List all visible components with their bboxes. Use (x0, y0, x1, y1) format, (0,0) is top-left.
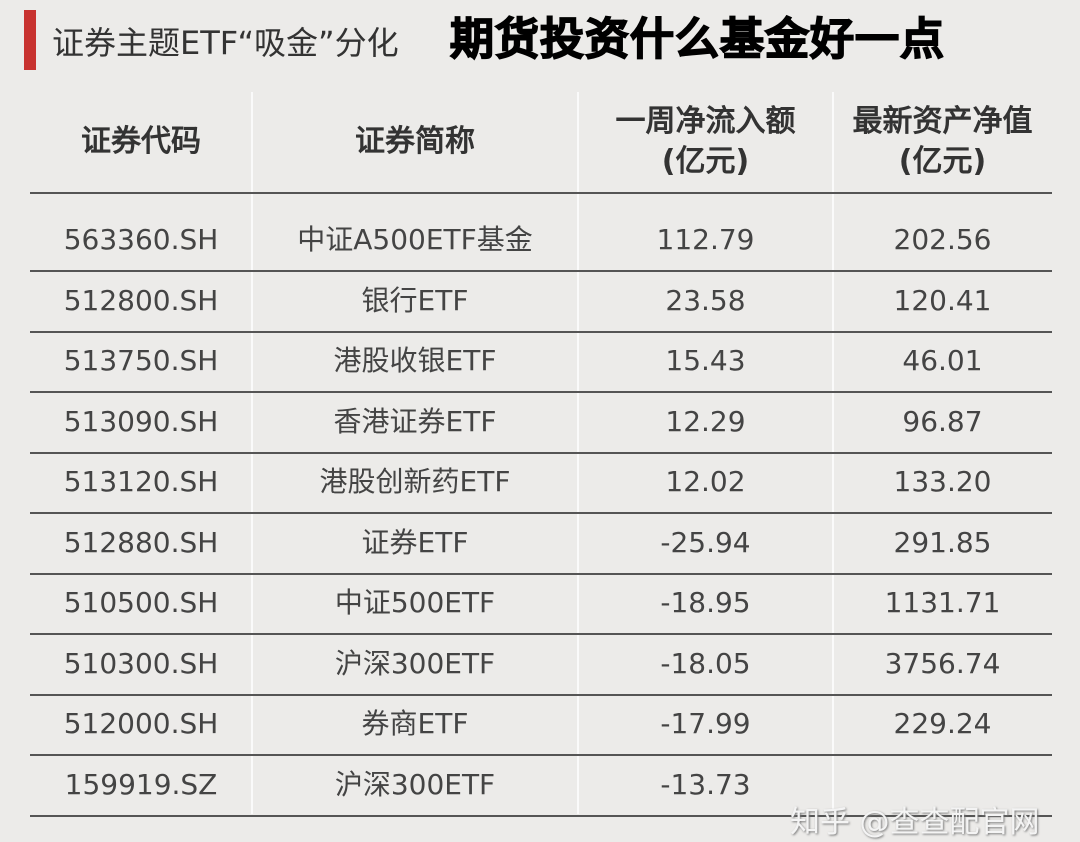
name-cell: 中证A500ETF基金 (297, 223, 533, 256)
name-cell: 沪深300ETF (334, 646, 496, 680)
net-inflow-cell: 12.29 (665, 404, 746, 438)
net-asset-cell: 202.56 (893, 223, 992, 256)
code-cell: 513090.SH (63, 404, 219, 438)
table-row: 513090.SH 香港证券ETF 12.29 96.87 (30, 392, 1052, 454)
name-cell: 港股收银ETF (333, 344, 497, 377)
code-cell: 510500.SH (63, 586, 219, 619)
name-cell: 沪深300ETF (334, 767, 496, 801)
watermark: 知乎 @查查配官网 (790, 805, 1040, 840)
net-inflow-cell: 12.02 (665, 465, 746, 498)
table-row: 513120.SH 港股创新药ETF 12.02 133.20 (30, 452, 1052, 514)
table-row: 510500.SH 中证500ETF -18.95 1131.71 (30, 573, 1052, 635)
net-inflow-cell: 15.43 (665, 344, 746, 377)
column-header: 证券代码 (30, 92, 252, 194)
column-header: 最新资产净值 (亿元) (833, 92, 1052, 194)
column-header: 证券简称 (252, 92, 578, 194)
net-inflow-cell: -13.73 (660, 767, 751, 801)
net-inflow-cell: -18.95 (660, 586, 751, 619)
table-row: 159919.SZ 沪深300ETF -13.73 (30, 755, 1052, 817)
code-cell: 512000.SH (63, 707, 219, 740)
table-row: 512800.SH 银行ETF 23.58 120.41 (30, 271, 1052, 333)
table-row: 512000.SH 券商ETF -17.99 229.24 (30, 694, 1052, 756)
net-asset-cell: 229.24 (893, 707, 992, 740)
code-cell: 513120.SH (63, 465, 219, 498)
net-asset-cell: 133.20 (893, 465, 992, 498)
net-inflow-cell: 23.58 (665, 283, 746, 317)
name-cell: 券商ETF (361, 707, 469, 740)
net-asset-cell: 46.01 (902, 344, 983, 377)
table-row: 512880.SH 证券ETF -25.94 291.85 (30, 513, 1052, 575)
name-cell: 香港证券ETF (333, 404, 497, 438)
net-asset-cell: 120.41 (893, 283, 992, 317)
net-inflow-cell: 112.79 (656, 223, 755, 256)
net-asset-cell: 3756.74 (884, 646, 1001, 680)
name-cell: 港股创新药ETF (319, 465, 511, 498)
table-row: 563360.SH 中证A500ETF基金 112.79 202.56 (30, 210, 1052, 272)
page-title: 证券主题ETF“吸金”分化 (52, 24, 399, 62)
net-inflow-cell: -17.99 (660, 707, 751, 740)
name-cell: 中证500ETF (334, 586, 496, 619)
code-cell: 512800.SH (63, 283, 219, 317)
table-row: 513750.SH 港股收银ETF 15.43 46.01 (30, 331, 1052, 393)
name-cell: 证券ETF (361, 525, 469, 559)
code-cell: 512880.SH (63, 525, 219, 559)
net-asset-cell: 1131.71 (884, 586, 1001, 619)
column-header: 一周净流入额 (亿元) (578, 92, 833, 194)
net-asset-cell: 291.85 (893, 525, 992, 559)
net-inflow-cell: -18.05 (660, 646, 751, 680)
code-cell: 159919.SZ (64, 767, 218, 801)
net-asset-cell: 96.87 (902, 404, 983, 438)
code-cell: 510300.SH (63, 646, 219, 680)
title-accent-bar (24, 10, 36, 70)
name-cell: 银行ETF (361, 283, 469, 317)
net-inflow-cell: -25.94 (660, 525, 751, 559)
table-row: 510300.SH 沪深300ETF -18.05 3756.74 (30, 634, 1052, 696)
code-cell: 563360.SH (63, 223, 219, 256)
overlay-title: 期货投资什么基金好一点 (449, 13, 945, 66)
code-cell: 513750.SH (63, 344, 219, 377)
